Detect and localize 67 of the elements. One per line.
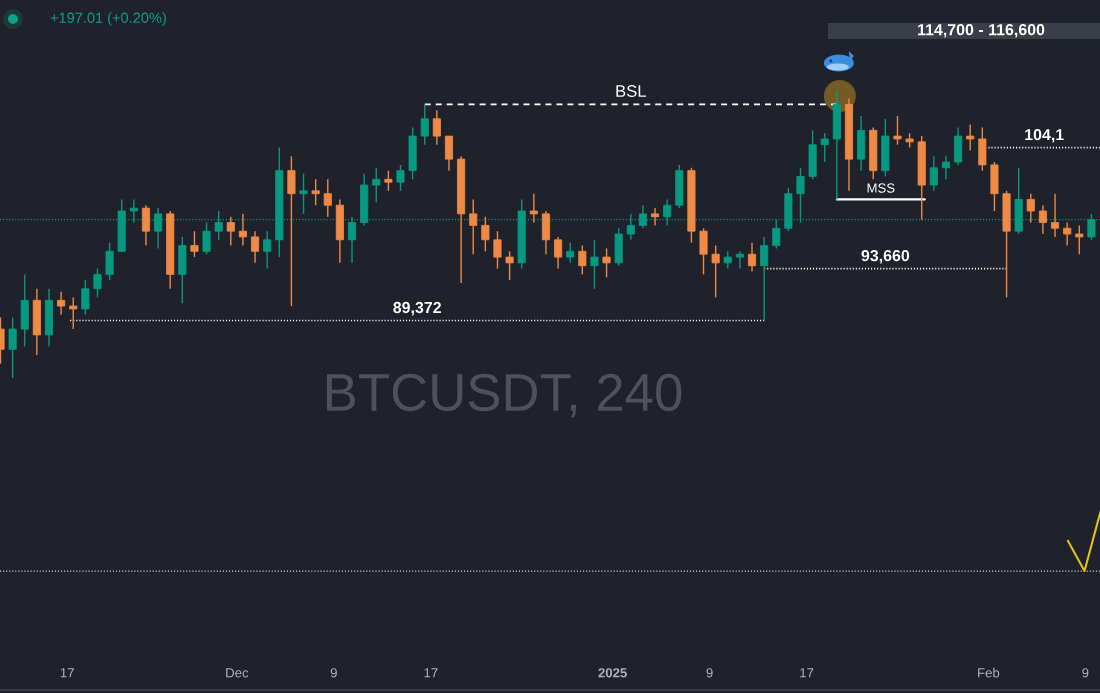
candlestick xyxy=(81,279,90,316)
candlestick xyxy=(396,164,405,192)
candlestick xyxy=(1026,193,1035,224)
candlestick xyxy=(505,250,514,281)
x-tick-label: Feb xyxy=(978,667,1000,678)
x-tick-label: 9 xyxy=(706,668,713,678)
series-label: BSL xyxy=(616,85,647,97)
candlestick xyxy=(1050,193,1060,238)
candlestick xyxy=(929,155,938,192)
x-tick-label: 2025 xyxy=(598,668,627,678)
candlestick xyxy=(820,132,829,163)
candlestick xyxy=(372,167,381,204)
candlestick xyxy=(141,204,151,247)
candlestick xyxy=(202,221,211,255)
candlestick xyxy=(8,316,17,379)
candlestick xyxy=(481,216,490,253)
candlestick xyxy=(57,290,66,316)
x-tick-label: 9 xyxy=(1082,668,1089,678)
candlestick xyxy=(711,244,720,299)
x-tick-label: 9 xyxy=(330,668,337,678)
candlestick xyxy=(323,178,332,218)
candlestick xyxy=(1063,221,1072,247)
candlestick xyxy=(1075,224,1084,255)
candlestick xyxy=(190,230,199,258)
x-tick-label: 17 xyxy=(60,668,74,678)
candlestick xyxy=(772,218,781,250)
text: +197.01 (+0.20%) xyxy=(50,12,166,26)
candlestick xyxy=(287,155,296,307)
candlestick xyxy=(420,103,429,146)
candlestick xyxy=(796,167,805,224)
candlestick xyxy=(941,155,951,180)
candlestick xyxy=(966,123,975,152)
candlestick xyxy=(747,241,757,273)
candlestick xyxy=(735,250,744,270)
candlestick xyxy=(893,115,902,146)
candlestick xyxy=(93,267,102,299)
candlestick xyxy=(263,230,272,270)
candlestick xyxy=(699,227,708,276)
candlestick xyxy=(529,193,538,224)
candlestick xyxy=(469,198,478,255)
candlestick xyxy=(566,241,575,264)
series-label: 89,372 xyxy=(393,301,441,316)
candlestick xyxy=(578,244,587,276)
candlestick xyxy=(493,230,502,270)
candlestick xyxy=(602,247,611,278)
candlestick xyxy=(554,236,563,270)
candlestick xyxy=(69,296,78,330)
x-tick-label: Dec xyxy=(226,668,249,678)
candlestick xyxy=(590,239,599,290)
candlestick xyxy=(444,135,454,172)
series-label: 104,1 xyxy=(1025,128,1064,143)
candlestick xyxy=(311,178,320,206)
candlestick xyxy=(650,207,660,227)
candlestick xyxy=(105,241,114,281)
x-tick-label: 17 xyxy=(424,668,438,678)
candlestick xyxy=(250,230,260,264)
series-label: 93,660 xyxy=(861,249,910,264)
candlestick xyxy=(384,169,393,192)
candlestick xyxy=(238,213,247,247)
series-label: MSS xyxy=(867,183,895,193)
candlestick xyxy=(226,216,235,247)
text: 114,700 - 116,600 xyxy=(918,23,1045,38)
candlestick xyxy=(432,109,441,146)
candlestick xyxy=(760,236,769,322)
x-tick-label: 17 xyxy=(800,668,814,678)
candlestick xyxy=(1038,204,1047,235)
candlestick xyxy=(299,172,308,215)
